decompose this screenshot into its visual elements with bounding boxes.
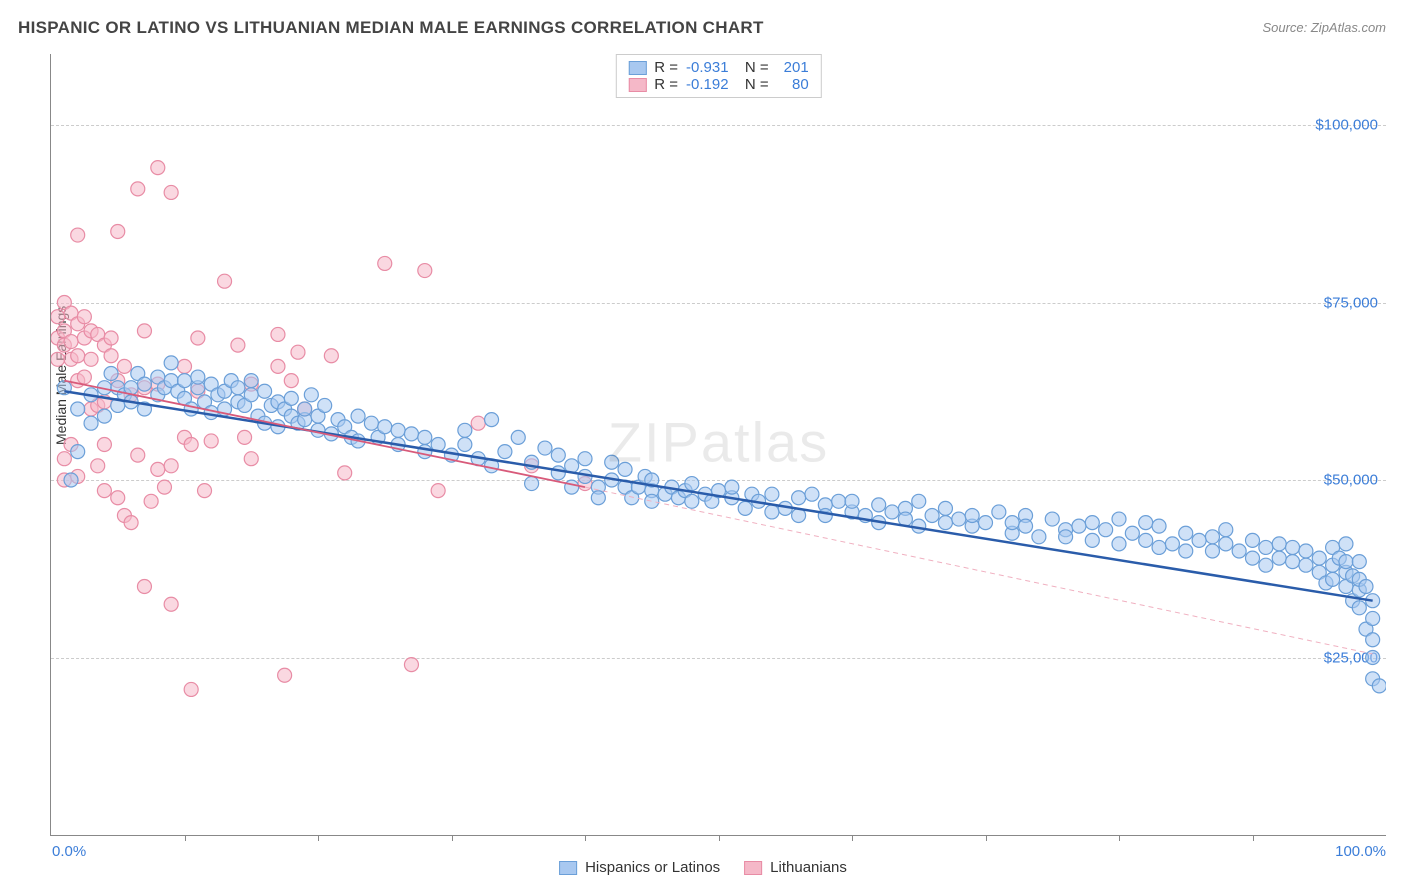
legend-row-hispanics: R = -0.931 N = 201 [628, 59, 808, 76]
legend-label: Lithuanians [770, 859, 847, 876]
x-tick [585, 835, 586, 841]
n-value-hispanics: 201 [777, 59, 809, 76]
x-tick [185, 835, 186, 841]
r-value-hispanics: -0.931 [686, 59, 729, 76]
r-value-lithuanians: -0.192 [686, 76, 729, 93]
x-tick [1253, 835, 1254, 841]
x-axis-min-label: 0.0% [52, 843, 86, 860]
x-tick [719, 835, 720, 841]
source-attribution: Source: ZipAtlas.com [1262, 20, 1386, 35]
legend-item-hispanics: Hispanics or Latinos [559, 859, 720, 876]
x-tick [1119, 835, 1120, 841]
n-label: N = [737, 59, 769, 76]
chart-title: HISPANIC OR LATINO VS LITHUANIAN MEDIAN … [18, 18, 764, 38]
n-value-lithuanians: 80 [777, 76, 809, 93]
r-label: R = [654, 59, 678, 76]
x-axis-max-label: 100.0% [1335, 843, 1386, 860]
swatch-pink [628, 78, 646, 92]
x-tick [986, 835, 987, 841]
correlation-legend: R = -0.931 N = 201 R = -0.192 N = 80 [615, 54, 821, 98]
legend-row-lithuanians: R = -0.192 N = 80 [628, 76, 808, 93]
legend-item-lithuanians: Lithuanians [744, 859, 847, 876]
chart-svg [51, 54, 1386, 835]
n-label: N = [737, 76, 769, 93]
x-tick [852, 835, 853, 841]
legend-label: Hispanics or Latinos [585, 859, 720, 876]
r-label: R = [654, 76, 678, 93]
swatch-pink [744, 861, 762, 875]
swatch-blue [559, 861, 577, 875]
swatch-blue [628, 61, 646, 75]
plot-area: Median Male Earnings ZIPatlas R = -0.931… [50, 54, 1386, 836]
x-tick [452, 835, 453, 841]
series-legend: Hispanics or Latinos Lithuanians [559, 859, 847, 876]
x-tick [318, 835, 319, 841]
